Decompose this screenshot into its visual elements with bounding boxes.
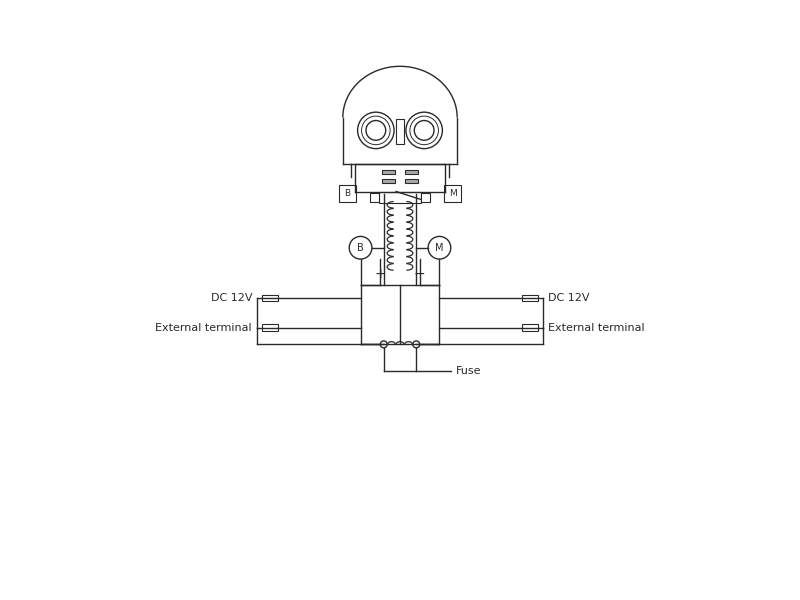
Text: M: M (435, 243, 444, 253)
Bar (382, 179, 395, 182)
Text: +: + (374, 267, 386, 281)
Text: −: − (414, 267, 426, 281)
Text: B: B (345, 189, 350, 198)
Bar (522, 324, 538, 331)
Text: DC 12V: DC 12V (548, 293, 590, 303)
Bar (405, 170, 418, 174)
Bar (395, 119, 405, 144)
Text: External terminal: External terminal (548, 323, 645, 332)
Bar (339, 185, 356, 202)
Bar (421, 193, 430, 202)
Bar (370, 193, 379, 202)
Bar (405, 179, 418, 182)
Bar (444, 185, 461, 202)
Bar (522, 295, 538, 301)
Text: DC 12V: DC 12V (210, 293, 252, 303)
Text: M: M (449, 189, 456, 198)
Bar (262, 324, 278, 331)
Text: B: B (357, 243, 364, 253)
Text: External terminal: External terminal (155, 323, 252, 332)
Bar (379, 191, 421, 203)
Bar (382, 170, 395, 174)
Text: Fuse: Fuse (456, 366, 482, 376)
Bar (262, 295, 278, 301)
